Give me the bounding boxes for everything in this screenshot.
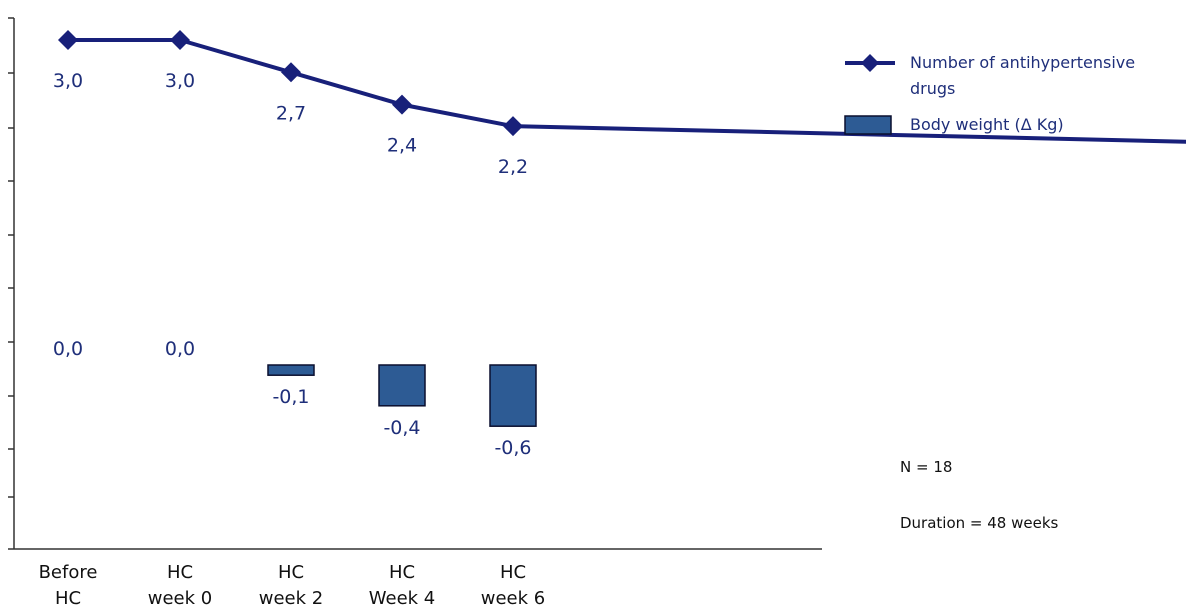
category-label-1-1: week 0 bbox=[148, 588, 212, 607]
bar-2 bbox=[267, 364, 315, 376]
legend: Number of antihypertensive drugs Body wei… bbox=[844, 53, 1135, 135]
data-labels: 3,03,02,72,42,21,70,00,0-0,1-0,4-0,6-1,7 bbox=[53, 70, 532, 459]
category-label-3-0: HC bbox=[389, 562, 415, 583]
category-label-2-1: week 2 bbox=[259, 588, 323, 607]
category-label-2-0: HC bbox=[278, 562, 304, 583]
bar-value-label-1: 0,0 bbox=[165, 338, 195, 360]
bar-4 bbox=[489, 364, 537, 427]
bar-3 bbox=[378, 364, 426, 407]
line-marker-1 bbox=[170, 30, 190, 50]
legend-diamond-marker bbox=[861, 54, 879, 72]
line-value-label-2: 2,7 bbox=[276, 102, 306, 124]
category-labels: Before HC HC week 0 HC week 2 HC Week 4 HC week 6… bbox=[39, 562, 546, 607]
bar-series-body-weight bbox=[267, 364, 537, 427]
legend-label-body-weight: Body weight (Δ Kg) bbox=[910, 115, 1064, 134]
bar-value-label-2: -0,1 bbox=[272, 386, 309, 408]
line-value-label-3: 2,4 bbox=[387, 135, 417, 157]
line-series-antihypertensive-drugs bbox=[58, 30, 1186, 144]
annotation-duration: Duration = 48 weeks bbox=[900, 514, 1059, 532]
line-marker-0 bbox=[58, 30, 78, 50]
category-label-3-1: Week 4 bbox=[369, 588, 436, 607]
bar-value-label-3: -0,4 bbox=[383, 417, 420, 439]
line-marker-2 bbox=[281, 62, 301, 83]
category-label-4-1: week 6 bbox=[481, 588, 545, 607]
legend-label-line-2: drugs bbox=[910, 79, 955, 98]
series-line bbox=[68, 38, 1186, 144]
category-label-0-0: Before bbox=[39, 562, 98, 583]
bar-value-label-4: -0,6 bbox=[494, 437, 531, 459]
category-label-0-1: HC bbox=[55, 588, 81, 607]
category-label-1-0: HC bbox=[167, 562, 193, 583]
line-value-label-4: 2,2 bbox=[498, 156, 528, 178]
category-label-4-0: HC bbox=[500, 562, 526, 583]
line-value-label-0: 3,0 bbox=[53, 70, 83, 92]
annotation-n: N = 18 bbox=[900, 458, 952, 476]
legend-bar-swatch bbox=[844, 115, 892, 135]
legend-label-line-1: Number of antihypertensive bbox=[910, 53, 1135, 72]
line-marker-4 bbox=[503, 116, 523, 137]
bar-value-label-0: 0,0 bbox=[53, 338, 83, 360]
line-marker-3 bbox=[392, 94, 412, 115]
legend-label-antihypertensive-drugs: Number of antihypertensive drugs bbox=[910, 53, 1135, 98]
line-value-label-1: 3,0 bbox=[165, 70, 195, 92]
axis bbox=[8, 17, 822, 550]
